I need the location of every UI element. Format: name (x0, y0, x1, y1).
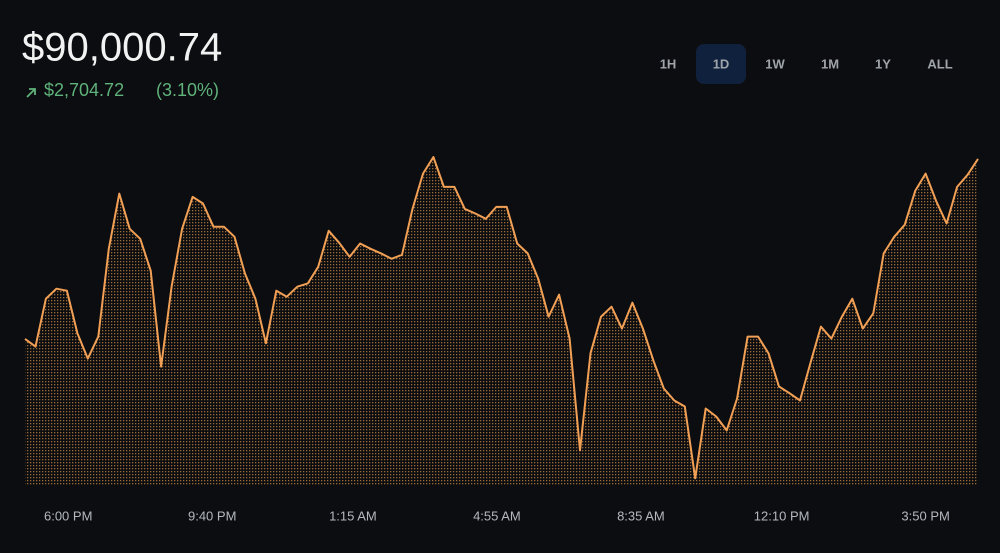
range-selector: 1H 1D 1W 1M 1Y ALL (660, 44, 953, 84)
price-line (24, 156, 979, 480)
price: $90,000.74 (22, 26, 222, 70)
range-button[interactable]: 1Y (875, 56, 891, 71)
price-change-percent: (3.10%) (156, 80, 219, 100)
range-button[interactable]: 1M (821, 56, 839, 71)
area-fill (25, 157, 978, 485)
x-tick-label: 3:50 PM (901, 508, 949, 523)
up-arrow (26, 88, 36, 98)
x-tick-label: 1:15 AM (329, 508, 377, 523)
plot: 6:00 PM 9:40 PM 1:15 AM 4:55 AM 8:35 AM 12:10… (24, 156, 979, 523)
range-button-selected[interactable] (696, 44, 746, 84)
range-button[interactable]: 1W (765, 56, 785, 71)
x-tick-label: 9:40 PM (188, 508, 236, 523)
range-button[interactable]: ALL (927, 56, 952, 71)
x-tick-label: 8:35 AM (617, 508, 665, 523)
x-tick-label: 6:00 PM (44, 508, 92, 523)
range-button[interactable]: 1H (660, 56, 677, 71)
price-change: $2,704.72 (44, 80, 124, 100)
x-tick-label: 4:55 AM (473, 508, 521, 523)
x-tick-label: 12:10 PM (754, 508, 810, 523)
range-button[interactable]: 1D (713, 56, 730, 71)
